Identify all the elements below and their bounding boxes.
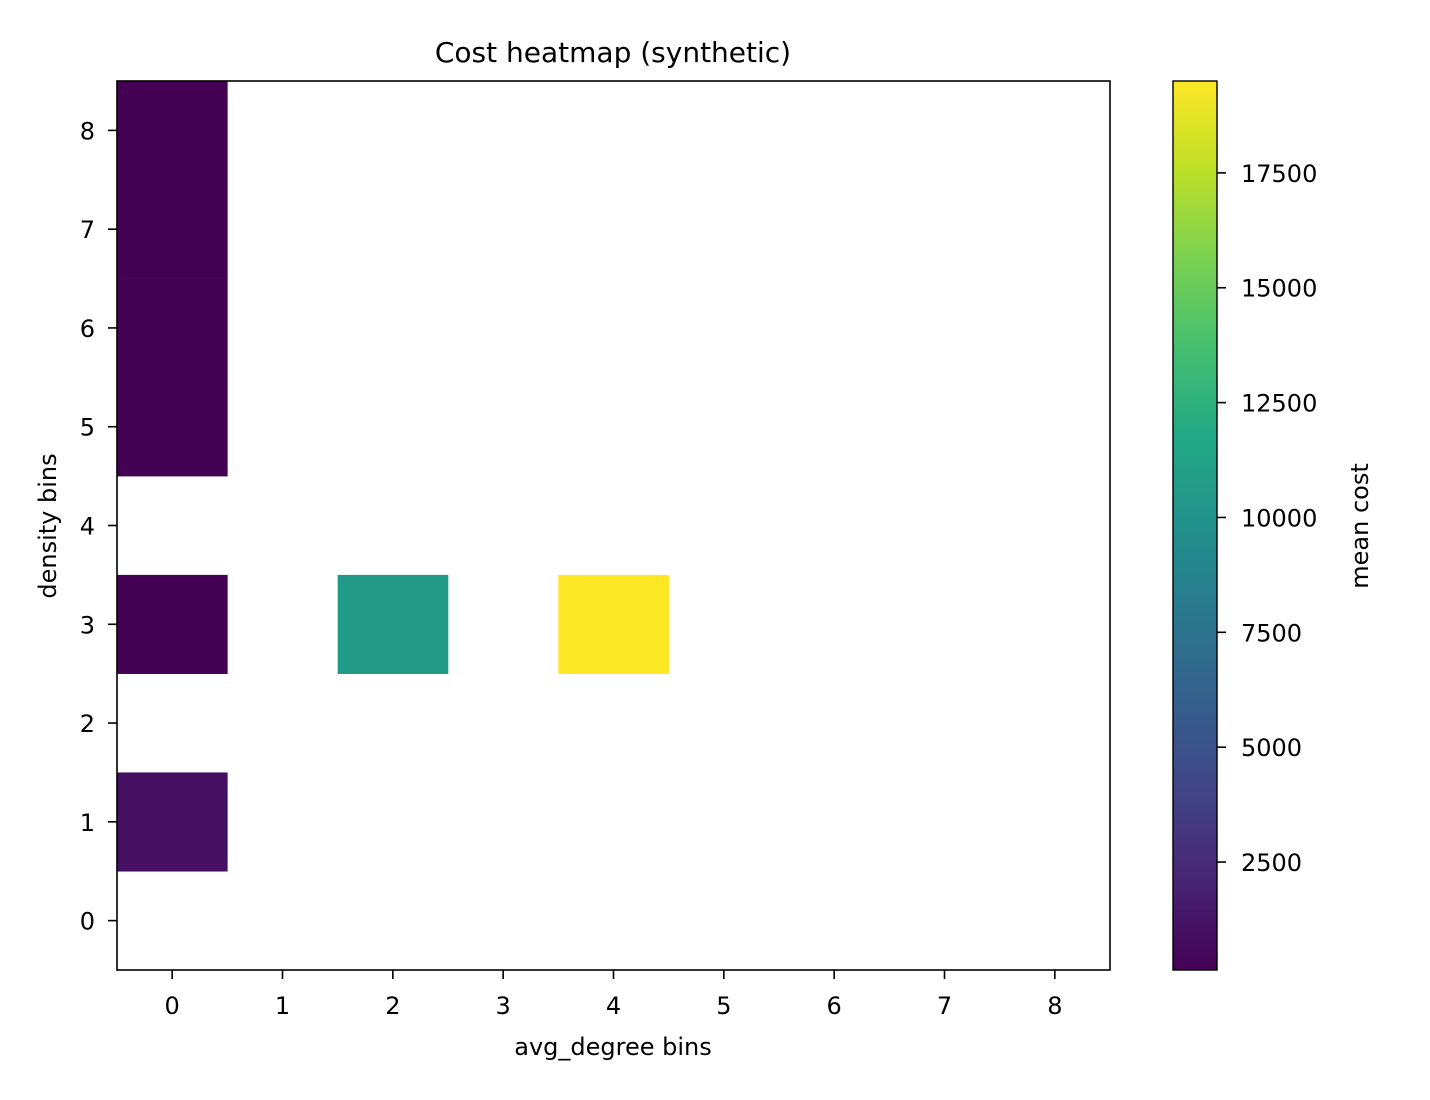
heatmap-cell bbox=[117, 574, 228, 674]
y-tick-label: 0 bbox=[80, 908, 95, 936]
x-tick-label: 1 bbox=[275, 992, 290, 1020]
x-tick-label: 2 bbox=[385, 992, 400, 1020]
y-tick-label: 6 bbox=[80, 315, 95, 343]
colorbar bbox=[1172, 80, 1218, 971]
y-tick-label: 5 bbox=[80, 414, 95, 442]
y-tick-label: 1 bbox=[80, 809, 95, 837]
x-tick-label: 7 bbox=[937, 992, 952, 1020]
y-tick-label: 4 bbox=[80, 513, 95, 541]
chart-title: Cost heatmap (synthetic) bbox=[435, 36, 791, 69]
y-tick-label: 7 bbox=[80, 216, 95, 244]
heatmap-cell bbox=[117, 179, 228, 279]
y-axis-label: density bins bbox=[34, 453, 62, 598]
colorbar-tick-label: 10000 bbox=[1241, 504, 1317, 532]
heatmap-cell bbox=[117, 278, 228, 378]
heatmap-cell bbox=[117, 81, 228, 181]
x-tick-label: 4 bbox=[606, 992, 621, 1020]
colorbar-tick-label: 2500 bbox=[1241, 849, 1302, 877]
colorbar-tick-label: 5000 bbox=[1241, 734, 1302, 762]
y-tick-label: 2 bbox=[80, 710, 95, 738]
heatmap-cell bbox=[117, 772, 228, 872]
x-tick-label: 3 bbox=[496, 992, 511, 1020]
colorbar-ticks: 2500 5000 7500 10000 12500 15000 17500 bbox=[1217, 160, 1317, 877]
x-axis-label: avg_degree bins bbox=[514, 1033, 712, 1061]
x-axis-ticks: 0 1 2 3 4 5 6 7 8 bbox=[165, 970, 1062, 1020]
x-tick-label: 5 bbox=[716, 992, 731, 1020]
x-tick-label: 0 bbox=[165, 992, 180, 1020]
heatmap-cell bbox=[117, 377, 228, 477]
y-axis-ticks: 0 1 2 3 4 5 6 7 8 bbox=[80, 117, 117, 936]
y-tick-label: 8 bbox=[80, 117, 95, 145]
heatmap-cells bbox=[117, 81, 669, 872]
colorbar-tick-label: 15000 bbox=[1241, 275, 1317, 303]
colorbar-tick-label: 7500 bbox=[1241, 619, 1302, 647]
colorbar-label: mean cost bbox=[1346, 463, 1374, 588]
colorbar-tick-label: 17500 bbox=[1241, 160, 1317, 188]
colorbar-tick-label: 12500 bbox=[1241, 390, 1317, 418]
x-tick-label: 6 bbox=[827, 992, 842, 1020]
y-tick-label: 3 bbox=[80, 611, 95, 639]
heatmap-cell bbox=[558, 574, 669, 674]
x-tick-label: 8 bbox=[1047, 992, 1062, 1020]
plot-frame bbox=[116, 80, 1111, 971]
heatmap-cell bbox=[337, 574, 449, 674]
